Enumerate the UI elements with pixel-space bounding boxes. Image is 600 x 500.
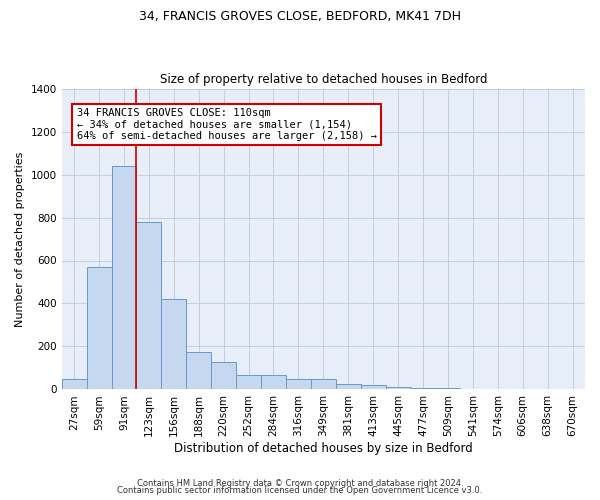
Bar bbox=[336, 384, 361, 390]
Bar bbox=[136, 222, 161, 390]
Text: 34 FRANCIS GROVES CLOSE: 110sqm
← 34% of detached houses are smaller (1,154)
64%: 34 FRANCIS GROVES CLOSE: 110sqm ← 34% of… bbox=[77, 108, 377, 141]
Bar bbox=[386, 388, 410, 390]
Bar bbox=[261, 376, 286, 390]
Title: Size of property relative to detached houses in Bedford: Size of property relative to detached ho… bbox=[160, 73, 487, 86]
Bar bbox=[86, 267, 112, 390]
Bar bbox=[112, 166, 136, 390]
Bar bbox=[361, 385, 386, 390]
Bar bbox=[436, 388, 460, 390]
Bar bbox=[410, 388, 436, 390]
Text: Contains public sector information licensed under the Open Government Licence v3: Contains public sector information licen… bbox=[118, 486, 482, 495]
Bar bbox=[161, 299, 186, 390]
Text: 34, FRANCIS GROVES CLOSE, BEDFORD, MK41 7DH: 34, FRANCIS GROVES CLOSE, BEDFORD, MK41 … bbox=[139, 10, 461, 23]
Bar bbox=[62, 378, 86, 390]
Bar bbox=[211, 362, 236, 390]
X-axis label: Distribution of detached houses by size in Bedford: Distribution of detached houses by size … bbox=[174, 442, 473, 455]
Bar bbox=[286, 378, 311, 390]
Bar bbox=[236, 376, 261, 390]
Y-axis label: Number of detached properties: Number of detached properties bbox=[15, 152, 25, 326]
Bar bbox=[311, 378, 336, 390]
Bar bbox=[186, 352, 211, 390]
Text: Contains HM Land Registry data © Crown copyright and database right 2024.: Contains HM Land Registry data © Crown c… bbox=[137, 478, 463, 488]
